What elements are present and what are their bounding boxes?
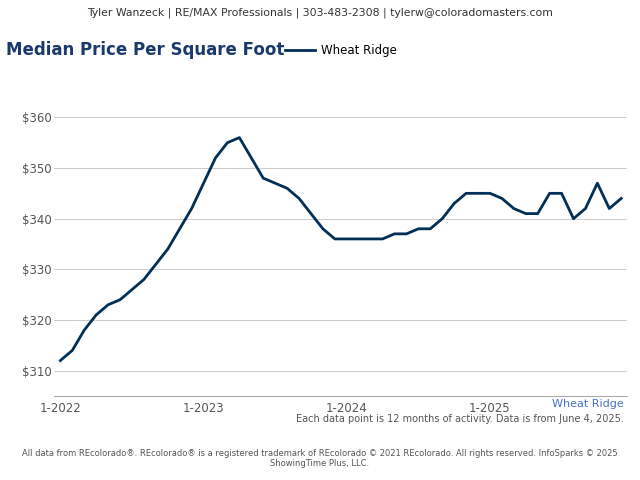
Legend: Wheat Ridge: Wheat Ridge xyxy=(285,44,396,58)
Text: All data from REcolorado®. REcolorado® is a registered trademark of REcolorado ©: All data from REcolorado®. REcolorado® i… xyxy=(22,449,618,468)
Text: Wheat Ridge: Wheat Ridge xyxy=(552,399,624,409)
Text: Median Price Per Square Foot: Median Price Per Square Foot xyxy=(6,41,285,59)
Text: Tyler Wanzeck | RE/MAX Professionals | 303-483-2308 | tylerw@coloradomasters.com: Tyler Wanzeck | RE/MAX Professionals | 3… xyxy=(87,8,553,18)
Text: Each data point is 12 months of activity. Data is from June 4, 2025.: Each data point is 12 months of activity… xyxy=(296,414,624,424)
